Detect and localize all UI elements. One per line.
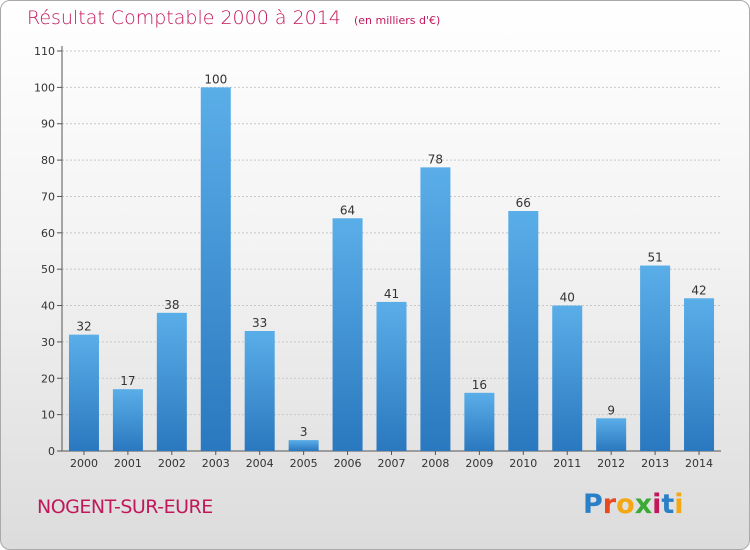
- y-tick-label: 0: [48, 445, 55, 458]
- data-label: 3: [300, 425, 308, 439]
- y-tick-label: 70: [41, 190, 55, 203]
- bar: [200, 87, 231, 451]
- bar: [596, 418, 627, 451]
- proxiti-logo: Proxiti: [583, 489, 684, 520]
- x-tick-label: 2007: [378, 457, 406, 470]
- x-tick-label: 2002: [158, 457, 186, 470]
- data-label: 33: [252, 316, 267, 330]
- bar: [244, 331, 275, 451]
- bar: [420, 167, 451, 451]
- bar: [508, 211, 539, 451]
- x-tick-label: 2005: [290, 457, 318, 470]
- x-tick-label: 2012: [597, 457, 625, 470]
- bar: [552, 305, 583, 451]
- y-tick-label: 40: [41, 300, 55, 313]
- y-tick-label: 80: [41, 154, 55, 167]
- bar: [640, 265, 671, 451]
- data-label: 64: [340, 203, 355, 217]
- bar: [288, 440, 319, 451]
- bar: [332, 218, 363, 451]
- bar: [112, 389, 143, 451]
- bar: [464, 392, 495, 451]
- data-label: 41: [384, 287, 399, 301]
- x-tick-label: 2009: [465, 457, 493, 470]
- x-tick-label: 2006: [334, 457, 362, 470]
- bar: [684, 298, 715, 451]
- x-tick-label: 2013: [641, 457, 669, 470]
- data-label: 66: [516, 196, 531, 210]
- data-label: 9: [607, 403, 615, 417]
- x-tick-label: 2008: [421, 457, 449, 470]
- data-label: 16: [472, 378, 487, 392]
- y-tick-label: 110: [34, 45, 55, 58]
- bar: [376, 301, 407, 451]
- data-label: 40: [560, 291, 575, 305]
- y-tick-label: 90: [41, 118, 55, 131]
- bar: [156, 312, 187, 451]
- x-tick-label: 2011: [553, 457, 581, 470]
- data-label: 51: [647, 251, 662, 265]
- y-tick-label: 30: [41, 336, 55, 349]
- x-tick-label: 2014: [685, 457, 713, 470]
- y-tick-label: 50: [41, 263, 55, 276]
- data-label: 100: [204, 72, 227, 86]
- data-label: 78: [428, 152, 443, 166]
- data-label: 17: [120, 374, 135, 388]
- y-tick-label: 100: [34, 81, 55, 94]
- x-tick-label: 2010: [509, 457, 537, 470]
- data-label: 38: [164, 298, 179, 312]
- chart-title: Résultat Comptable 2000 à 2014 (en milli…: [27, 7, 440, 29]
- y-tick-label: 60: [41, 227, 55, 240]
- x-tick-label: 2001: [114, 457, 142, 470]
- x-tick-label: 2004: [246, 457, 274, 470]
- x-tick-label: 2003: [202, 457, 230, 470]
- chart-unit: (en milliers d'€): [353, 14, 441, 27]
- y-tick-label: 20: [41, 372, 55, 385]
- bar: [68, 334, 99, 451]
- data-label: 32: [76, 320, 91, 334]
- commune-name: NOGENT-SUR-EURE: [37, 496, 213, 518]
- y-tick-label: 10: [41, 409, 55, 422]
- data-label: 42: [691, 283, 706, 297]
- chart-title-text: Résultat Comptable 2000 à 2014: [27, 7, 341, 29]
- bars: [68, 87, 715, 451]
- x-tick-label: 2000: [70, 457, 98, 470]
